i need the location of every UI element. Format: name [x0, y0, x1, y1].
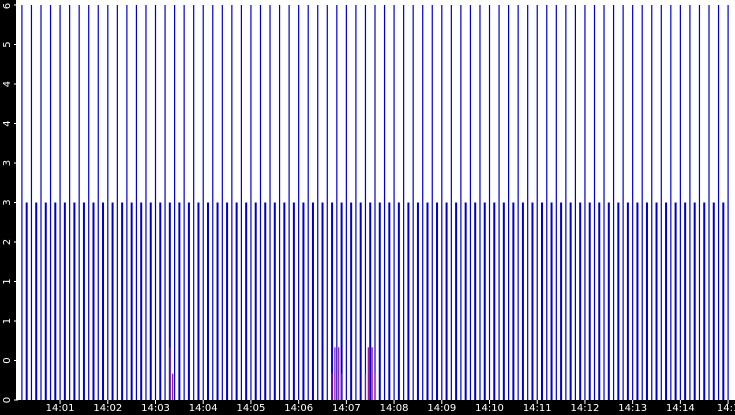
x-tick-label: 14:09 [427, 403, 456, 414]
y-axis-strip [0, 0, 16, 415]
x-tick-label: 14:13 [618, 403, 647, 414]
y-tick-label: 1 [2, 278, 13, 284]
x-tick-label: 14:10 [475, 403, 504, 414]
x-tick-label: 14:02 [93, 403, 122, 414]
x-tick-label: 14:06 [284, 403, 313, 414]
x-tick-label: 14:08 [380, 403, 409, 414]
y-tick-label: 6 [2, 3, 13, 9]
y-tick-label: 3 [2, 160, 13, 166]
x-tick-label: 14:07 [332, 403, 361, 414]
x-tick-label: 14:04 [189, 403, 218, 414]
x-tick-label: 14:14 [666, 403, 695, 414]
x-tick-label: 14:05 [237, 403, 266, 414]
y-tick-label: 5 [2, 41, 13, 47]
y-tick-label: 2 [2, 239, 13, 245]
y-tick-label: 1 [2, 318, 13, 324]
x-tick-label: 14:01 [46, 403, 75, 414]
x-axis-strip [0, 400, 735, 415]
x-tick-label: 14:12 [571, 403, 600, 414]
y-tick-label: 4 [2, 81, 13, 87]
y-tick-label: 3 [2, 199, 13, 205]
x-tick-label: 14:11 [523, 403, 552, 414]
x-tick-label: 14:03 [141, 403, 170, 414]
y-tick-label: 0 [2, 357, 13, 363]
x-tick-label: 14:1 [717, 403, 735, 414]
y-tick-label: 0 [2, 397, 13, 403]
y-tick-label: 4 [2, 120, 13, 126]
